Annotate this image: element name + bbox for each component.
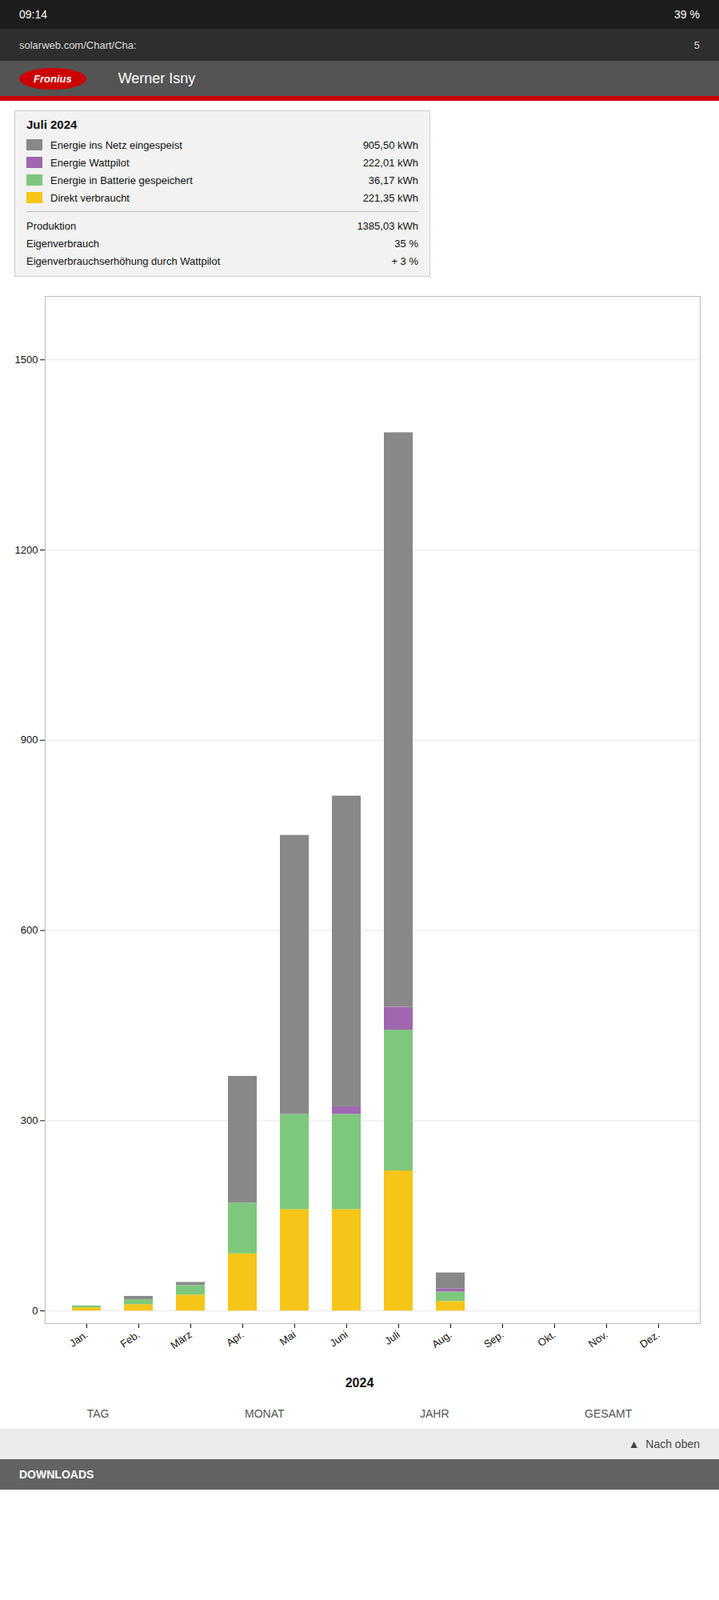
svg-text:300: 300 (20, 1114, 39, 1127)
html-text:JAHR: JAHR (419, 1406, 450, 1420)
html-text:2024: 2024 (345, 1375, 374, 1390)
html-text:▲ Nach oben: ▲ Nach oben (628, 1437, 700, 1450)
html-text:39 %: 39 % (674, 7, 700, 21)
html-text:Energie ins Netz eingespeist: Energie ins Netz eingespeist (50, 138, 183, 151)
html-text:DOWNLOADS: DOWNLOADS (19, 1467, 94, 1481)
svg-text:900: 900 (20, 733, 39, 746)
html-text:solarweb.com/Chart/Cha:: solarweb.com/Chart/Cha: (19, 38, 137, 51)
html-text:5: 5 (694, 38, 700, 51)
html-text:221,35 kWh: 221,35 kWh (362, 191, 419, 204)
html-text:+ 3 %: + 3 % (391, 254, 419, 267)
svg-text:1500: 1500 (15, 353, 39, 366)
html-text:Eigenverbrauchserhöhung durch: Eigenverbrauchserhöhung durch Wattpilot (26, 254, 221, 267)
svg-text:Okt.: Okt. (535, 1327, 558, 1349)
svg-text:Sep.: Sep. (481, 1327, 507, 1351)
svg-text:Aug.: Aug. (429, 1327, 455, 1351)
html-text:36,17 kWh: 36,17 kWh (368, 173, 419, 186)
svg-text:Feb.: Feb. (118, 1327, 143, 1350)
html-text:222,01 kWh: 222,01 kWh (362, 156, 419, 169)
html-text:GESAMT: GESAMT (584, 1406, 632, 1420)
svg-text:Jan.: Jan. (67, 1327, 91, 1349)
svg-text:Dez.: Dez. (637, 1327, 663, 1351)
svg-text:Nov.: Nov. (586, 1327, 611, 1350)
html-text:MONAT: MONAT (244, 1406, 285, 1420)
svg-text:Juli: Juli (382, 1327, 403, 1347)
html-text:1385,03 kWh: 1385,03 kWh (357, 219, 419, 232)
svg-text:0: 0 (31, 1304, 38, 1317)
svg-text:März: März (167, 1327, 194, 1351)
html-text:Produktion: Produktion (26, 219, 77, 232)
html-text:Energie in Batterie gespeicher: Energie in Batterie gespeichert (50, 173, 193, 186)
svg-text:1200: 1200 (15, 543, 39, 556)
html-text:Direkt verbraucht: Direkt verbraucht (50, 191, 130, 204)
html-text:Energie Wattpilot: Energie Wattpilot (50, 156, 130, 169)
html-text:09:14: 09:14 (19, 7, 48, 21)
svg-text:Apr.: Apr. (223, 1327, 247, 1349)
html-text:Werner Isny: Werner Isny (118, 69, 196, 86)
svg-text:Juni: Juni (327, 1327, 350, 1349)
html-text:TAG: TAG (87, 1406, 110, 1420)
svg-text:Mai: Mai (277, 1327, 299, 1347)
svg-text:600: 600 (20, 923, 39, 936)
html-text:Eigenverbrauch: Eigenverbrauch (26, 237, 100, 250)
html-text:905,50 kWh: 905,50 kWh (362, 138, 419, 151)
html-text:Fronius: Fronius (33, 72, 72, 85)
html-text:35 %: 35 % (394, 237, 419, 250)
html-text:Juli 2024: Juli 2024 (26, 117, 78, 132)
